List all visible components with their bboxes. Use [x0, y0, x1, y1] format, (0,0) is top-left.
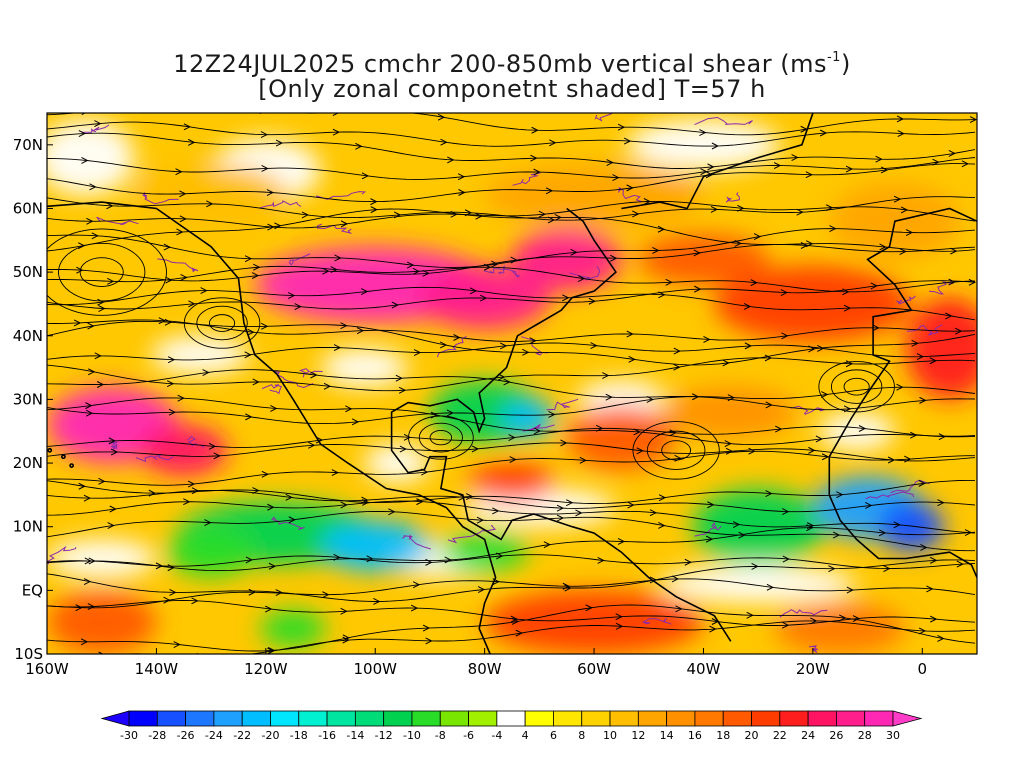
colorbar-label: -16 — [318, 729, 336, 742]
colorbar-label: 14 — [660, 729, 674, 742]
colorbar-label: -20 — [261, 729, 279, 742]
lat-tick-label: 20N — [13, 454, 43, 472]
colorbar-box — [864, 710, 894, 727]
lat-tick-label: 40N — [13, 327, 43, 345]
colorbar-box — [524, 710, 554, 727]
colorbar-box — [270, 710, 300, 727]
shear-field — [47, 113, 977, 654]
colorbar-box — [383, 710, 413, 727]
colorbar-box — [637, 710, 668, 727]
colorbar-box — [807, 710, 837, 727]
colorbar-box — [213, 710, 243, 727]
colorbar-label: 28 — [858, 729, 872, 742]
colorbar: -30 -28 -26 -24 -22 -20 -18 -16 -14 -12 -10 -8 -6 -4 4… — [100, 710, 923, 742]
colorbar-box — [185, 710, 215, 727]
chart-title-line2: [Only zonal componetnt shaded] T=57 h — [258, 75, 766, 103]
colorbar-box — [581, 710, 611, 727]
colorbar-label: -10 — [403, 729, 421, 742]
lon-tick-label: 60W — [577, 660, 611, 678]
colorbar-label: -18 — [290, 729, 308, 742]
colorbar-box — [666, 710, 696, 727]
lon-tick-label: 20W — [796, 660, 830, 678]
colorbar-box — [411, 710, 441, 727]
lat-tick-label: 50N — [13, 263, 43, 281]
chart-title-line1: 12Z24JUL2025 cmchr 200-850mb vertical sh… — [173, 50, 851, 78]
lon-tick-label: 160W — [25, 660, 69, 678]
colorbar-box — [439, 710, 469, 727]
colorbar-box — [553, 710, 583, 727]
colorbar-label: -26 — [177, 729, 195, 742]
colorbar-label: 20 — [745, 729, 759, 742]
lon-tick-label: 100W — [354, 660, 398, 678]
colorbar-label: 18 — [716, 729, 730, 742]
colorbar-box — [609, 710, 639, 727]
colorbar-label: -6 — [463, 729, 474, 742]
colorbar-label: -14 — [346, 729, 364, 742]
colorbar-box — [468, 710, 498, 727]
colorbar-under-arrow — [100, 710, 130, 727]
colorbar-box — [722, 710, 752, 727]
lon-tick-label: 0 — [918, 660, 928, 678]
lon-tick-label: 140W — [135, 660, 179, 678]
lat-tick-label: 30N — [13, 390, 43, 408]
colorbar-label: 10 — [603, 729, 617, 742]
colorbar-label: 30 — [886, 729, 900, 742]
colorbar-label: -22 — [233, 729, 251, 742]
colorbar-box — [694, 710, 724, 727]
lat-tick-label: EQ — [22, 581, 43, 599]
colorbar-box — [751, 710, 781, 727]
lon-tick-label: 80W — [468, 660, 502, 678]
colorbar-box — [779, 710, 809, 727]
lat-tick-label: 10N — [13, 518, 43, 536]
lon-tick-label: 40W — [687, 660, 721, 678]
colorbar-box — [298, 710, 328, 727]
latitude-axis: 70N 60N 50N 40N 30N 20N 10N EQ 10S — [13, 136, 53, 663]
colorbar-label: 22 — [773, 729, 787, 742]
lat-tick-label: 60N — [13, 199, 43, 217]
colorbar-label: 16 — [688, 729, 702, 742]
colorbar-label: 12 — [631, 729, 645, 742]
colorbar-box — [156, 710, 186, 727]
colorbar-box — [496, 710, 526, 727]
colorbar-label: 4 — [522, 729, 529, 742]
colorbar-label: -30 — [120, 729, 138, 742]
colorbar-box — [128, 710, 158, 727]
colorbar-label: 6 — [550, 729, 557, 742]
lon-tick-label: 120W — [244, 660, 288, 678]
colorbar-label: -12 — [375, 729, 393, 742]
colorbar-label: -4 — [491, 729, 502, 742]
colorbar-box — [326, 710, 356, 727]
lat-tick-label: 70N — [13, 136, 43, 154]
colorbar-box — [241, 710, 271, 727]
colorbar-label: 24 — [801, 729, 815, 742]
longitude-axis: 160W 140W 120W 100W 80W 60W 40W 20W 0 — [25, 648, 927, 678]
colorbar-over-arrow — [892, 710, 923, 727]
lat-tick-label: 10S — [14, 645, 43, 663]
colorbar-label: 8 — [578, 729, 585, 742]
colorbar-box — [354, 710, 385, 727]
colorbar-label: -8 — [435, 729, 446, 742]
colorbar-box — [836, 710, 866, 727]
map-frame — [46, 112, 978, 655]
colorbar-label: 26 — [829, 729, 843, 742]
colorbar-label: -28 — [148, 729, 166, 742]
colorbar-label: -24 — [205, 729, 223, 742]
